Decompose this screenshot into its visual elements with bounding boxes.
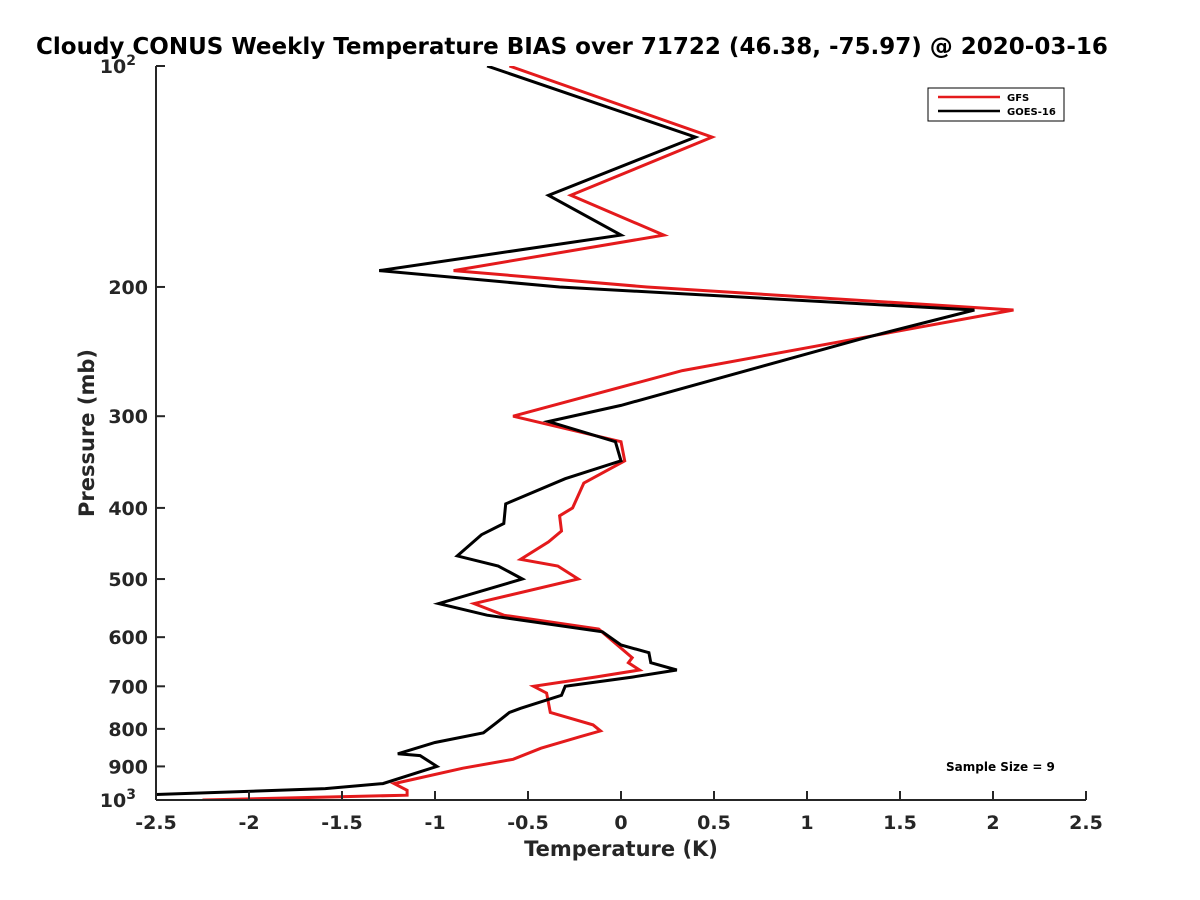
legend-box [927, 87, 1065, 122]
x-axis-label: Temperature (K) [524, 837, 718, 861]
series-line-goes16 [156, 66, 975, 797]
legend-label-goes16: GOES-16 [1007, 107, 1056, 118]
series-layer [156, 66, 1014, 800]
legend-label-gfs: GFS [1007, 93, 1029, 104]
y-tick-label: 102 [100, 53, 136, 78]
y-tick-label: 700 [108, 676, 148, 698]
y-tick-label: 600 [108, 627, 148, 649]
x-tick-label: -1 [424, 812, 445, 834]
legend: GFS GOES-16 [927, 87, 1065, 122]
ticks-layer: -2.5 -2 -1.5 -1 -0.5 0 0.5 1 1.5 2 2.5 102 200 300 400… [100, 53, 1103, 834]
chart-title: Cloudy CONUS Weekly Temperature BIAS ove… [36, 34, 1108, 60]
x-tick-label: 0 [614, 812, 627, 834]
y-tick-label: 400 [108, 498, 148, 520]
x-tick-label: -2 [238, 812, 259, 834]
x-tick-label: 2 [986, 812, 999, 834]
sample-size-annotation: Sample Size = 9 [946, 760, 1055, 774]
y-tick-label: 900 [108, 756, 148, 778]
y-tick-label: 300 [108, 406, 148, 428]
x-tick-label: 2.5 [1069, 812, 1103, 834]
y-tick-label: 200 [108, 277, 148, 299]
series-line-gfs [202, 66, 1014, 800]
y-axis-label: Pressure (mb) [75, 349, 99, 517]
y-tick-label: 103 [100, 787, 136, 812]
x-tick-label: 0.5 [697, 812, 731, 834]
x-tick-label: -2.5 [135, 812, 177, 834]
x-tick-label: -0.5 [507, 812, 549, 834]
y-tick-label: 500 [108, 569, 148, 591]
x-tick-label: -1.5 [321, 812, 363, 834]
x-tick-label: 1 [800, 812, 813, 834]
x-tick-label: 1.5 [883, 812, 917, 834]
y-tick-label: 800 [108, 719, 148, 741]
